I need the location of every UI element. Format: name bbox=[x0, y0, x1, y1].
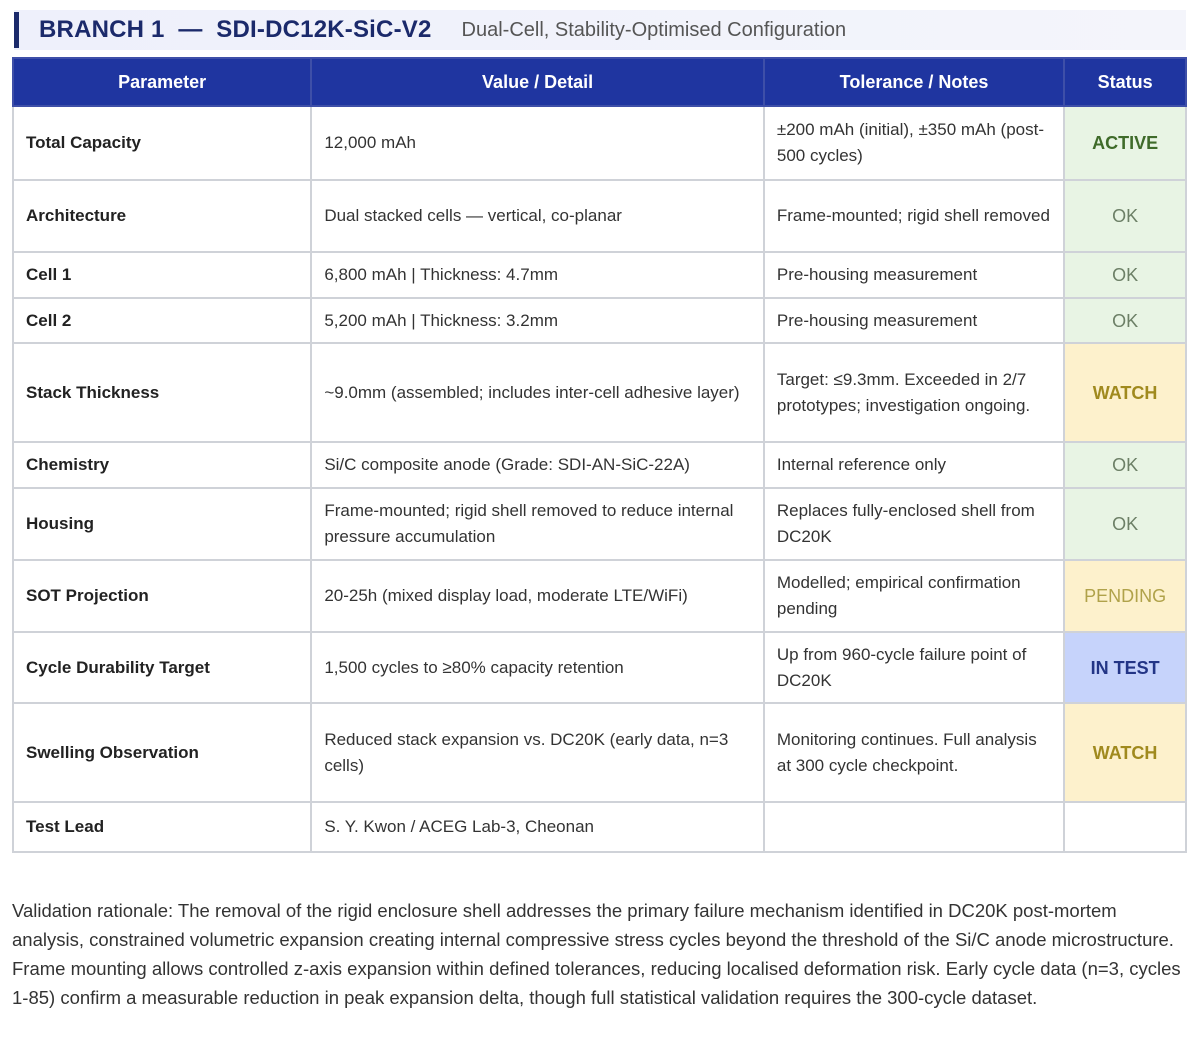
notes-cell: ±200 mAh (initial), ±350 mAh (post-500 c… bbox=[762, 105, 1066, 181]
table-row: Cycle Durability Target 1,500 cycles to ≥… bbox=[11, 631, 1187, 704]
notes-cell: Monitoring continues. Full analysis at 3… bbox=[762, 702, 1066, 803]
section-banner: BRANCH 1 — SDI-DC12K-SiC-V2 Dual-Cell, S… bbox=[14, 10, 1186, 50]
value-cell: 20-25h (mixed display load, moderate LTE… bbox=[310, 559, 765, 633]
parameter-cell: Cycle Durability Target bbox=[11, 631, 313, 704]
value-cell: Frame-mounted; rigid shell removed to re… bbox=[310, 487, 765, 561]
banner-subtitle: Dual-Cell, Stability-Optimised Configura… bbox=[461, 18, 847, 41]
table-row: Housing Frame-mounted; rigid shell remove… bbox=[11, 487, 1187, 561]
accent-bar bbox=[14, 12, 19, 48]
table-row: Stack Thickness ~9.0mm (assembled; includ… bbox=[11, 342, 1187, 443]
notes-cell: Frame-mounted; rigid shell removed bbox=[762, 179, 1066, 253]
header-notes: Tolerance / Notes bbox=[762, 57, 1066, 107]
value-cell: S. Y. Kwon / ACEG Lab-3, Cheonan bbox=[310, 801, 765, 853]
value-cell: 1,500 cycles to ≥80% capacity retention bbox=[310, 631, 765, 704]
table-row: Swelling Observation Reduced stack expans… bbox=[11, 702, 1187, 803]
header-value: Value / Detail bbox=[310, 57, 765, 107]
status-badge: OK bbox=[1063, 441, 1187, 489]
notes-cell bbox=[762, 801, 1066, 853]
parameter-cell: Housing bbox=[11, 487, 313, 561]
status-badge: OK bbox=[1063, 179, 1187, 253]
value-cell: Reduced stack expansion vs. DC20K (early… bbox=[310, 702, 765, 803]
status-badge: IN TEST bbox=[1063, 631, 1187, 704]
value-cell: ~9.0mm (assembled; includes inter-cell a… bbox=[310, 342, 765, 443]
spec-table: Parameter Value / Detail Tolerance / Not… bbox=[11, 57, 1187, 853]
table-row: SOT Projection 20-25h (mixed display load… bbox=[11, 559, 1187, 633]
parameter-cell: Cell 1 bbox=[11, 251, 313, 299]
notes-cell: Replaces fully-enclosed shell from DC20K bbox=[762, 487, 1066, 561]
table-header-row: Parameter Value / Detail Tolerance / Not… bbox=[11, 57, 1187, 107]
table-row: Total Capacity 12,000 mAh ±200 mAh (initia… bbox=[11, 105, 1187, 181]
status-badge: ACTIVE bbox=[1063, 105, 1187, 181]
notes-cell: Pre-housing measurement bbox=[762, 251, 1066, 299]
parameter-cell: Swelling Observation bbox=[11, 702, 313, 803]
validation-rationale: Validation rationale: The removal of the… bbox=[12, 900, 1181, 1008]
notes-cell: Pre-housing measurement bbox=[762, 297, 1066, 344]
parameter-cell: Stack Thickness bbox=[11, 342, 313, 443]
status-badge: PENDING bbox=[1063, 559, 1187, 633]
notes-cell: Modelled; empirical confirmation pending bbox=[762, 559, 1066, 633]
parameter-cell: Total Capacity bbox=[11, 105, 313, 181]
table-row: Cell 1 6,800 mAh | Thickness: 4.7mm Pre-ho… bbox=[11, 251, 1187, 299]
banner-title: BRANCH 1 — SDI-DC12K-SiC-V2 bbox=[39, 16, 432, 43]
status-badge bbox=[1063, 801, 1187, 853]
parameter-cell: Test Lead bbox=[11, 801, 313, 853]
status-badge: WATCH bbox=[1063, 702, 1187, 803]
parameter-cell: Cell 2 bbox=[11, 297, 313, 344]
value-cell: Si/C composite anode (Grade: SDI-AN-SiC-… bbox=[310, 441, 765, 489]
value-cell: 12,000 mAh bbox=[310, 105, 765, 181]
parameter-cell: SOT Projection bbox=[11, 559, 313, 633]
table-row: Cell 2 5,200 mAh | Thickness: 3.2mm Pre-ho… bbox=[11, 297, 1187, 344]
header-status: Status bbox=[1063, 57, 1187, 107]
value-cell: 5,200 mAh | Thickness: 3.2mm bbox=[310, 297, 765, 344]
table-row: Test Lead S. Y. Kwon / ACEG Lab-3, Cheona… bbox=[11, 801, 1187, 853]
header-parameter: Parameter bbox=[11, 57, 313, 107]
table-row: Architecture Dual stacked cells — vertica… bbox=[11, 179, 1187, 253]
status-badge: WATCH bbox=[1063, 342, 1187, 443]
table-row: Chemistry Si/C composite anode (Grade: SD… bbox=[11, 441, 1187, 489]
status-badge: OK bbox=[1063, 297, 1187, 344]
notes-cell: Target: ≤9.3mm. Exceeded in 2/7 prototyp… bbox=[762, 342, 1066, 443]
notes-cell: Up from 960-cycle failure point of DC20K bbox=[762, 631, 1066, 704]
parameter-cell: Architecture bbox=[11, 179, 313, 253]
notes-cell: Internal reference only bbox=[762, 441, 1066, 489]
status-badge: OK bbox=[1063, 487, 1187, 561]
value-cell: 6,800 mAh | Thickness: 4.7mm bbox=[310, 251, 765, 299]
parameter-cell: Chemistry bbox=[11, 441, 313, 489]
value-cell: Dual stacked cells — vertical, co-planar bbox=[310, 179, 765, 253]
status-badge: OK bbox=[1063, 251, 1187, 299]
